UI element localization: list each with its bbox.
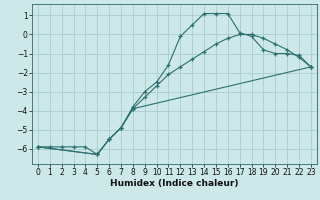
X-axis label: Humidex (Indice chaleur): Humidex (Indice chaleur) xyxy=(110,179,239,188)
